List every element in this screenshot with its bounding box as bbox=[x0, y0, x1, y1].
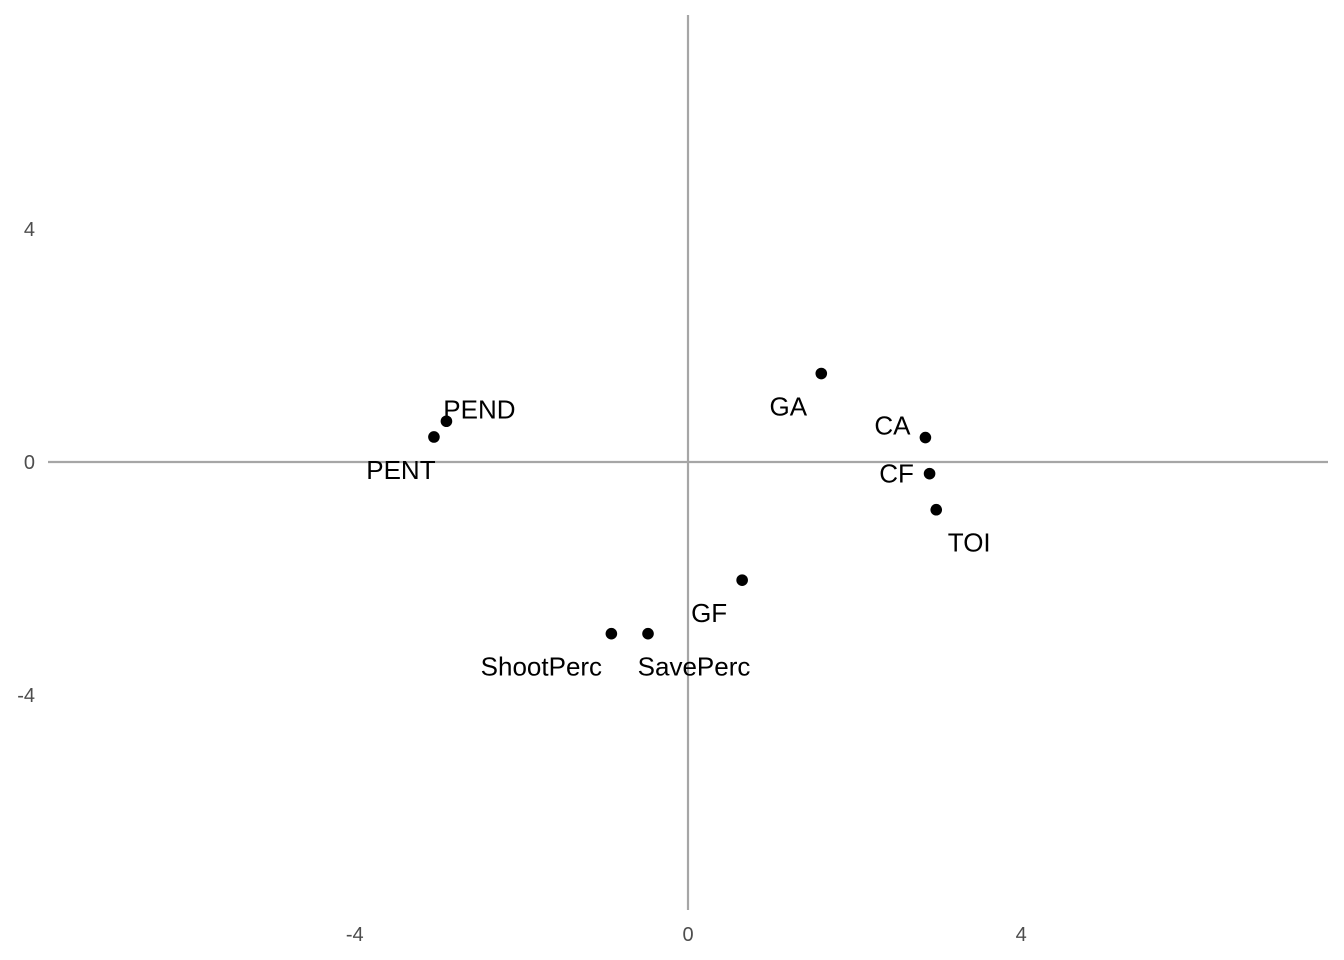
point-label-pent: PENT bbox=[366, 455, 435, 485]
point-label-ga: GA bbox=[769, 392, 807, 422]
reference-lines bbox=[48, 15, 1328, 910]
data-points bbox=[428, 367, 943, 640]
point-label-ca: CA bbox=[874, 411, 911, 441]
point-label-cf: CF bbox=[879, 459, 914, 489]
x-tick-label: 0 bbox=[682, 924, 693, 946]
data-point-gf bbox=[736, 574, 748, 586]
x-tick-label: -4 bbox=[346, 924, 364, 946]
point-label-gf: GF bbox=[691, 598, 727, 628]
y-tick-label: 0 bbox=[24, 452, 35, 474]
y-tick-label: -4 bbox=[17, 685, 35, 707]
point-labels: PEND PENT GA CA CF TOI GF ShootPerc SavePerc bbox=[366, 392, 990, 682]
point-label-shootperc: ShootPerc bbox=[481, 652, 602, 682]
data-point-pent bbox=[428, 431, 440, 443]
point-label-toi: TOI bbox=[948, 528, 991, 558]
x-tick-label: 4 bbox=[1016, 924, 1027, 946]
point-label-pend: PEND bbox=[443, 394, 515, 424]
y-axis-tick-labels: 4 0 -4 bbox=[17, 219, 35, 707]
y-tick-label: 4 bbox=[24, 219, 35, 241]
data-point-pend bbox=[440, 415, 453, 428]
point-label-saveperc: SavePerc bbox=[638, 652, 751, 682]
data-point-ca bbox=[919, 431, 932, 444]
data-point-ga bbox=[815, 367, 828, 380]
data-point-toi bbox=[930, 503, 943, 516]
data-point-saveperc bbox=[642, 627, 654, 640]
data-point-shootperc bbox=[605, 627, 618, 640]
x-axis-tick-labels: -4 0 4 bbox=[346, 924, 1027, 946]
data-point-cf bbox=[923, 467, 936, 480]
